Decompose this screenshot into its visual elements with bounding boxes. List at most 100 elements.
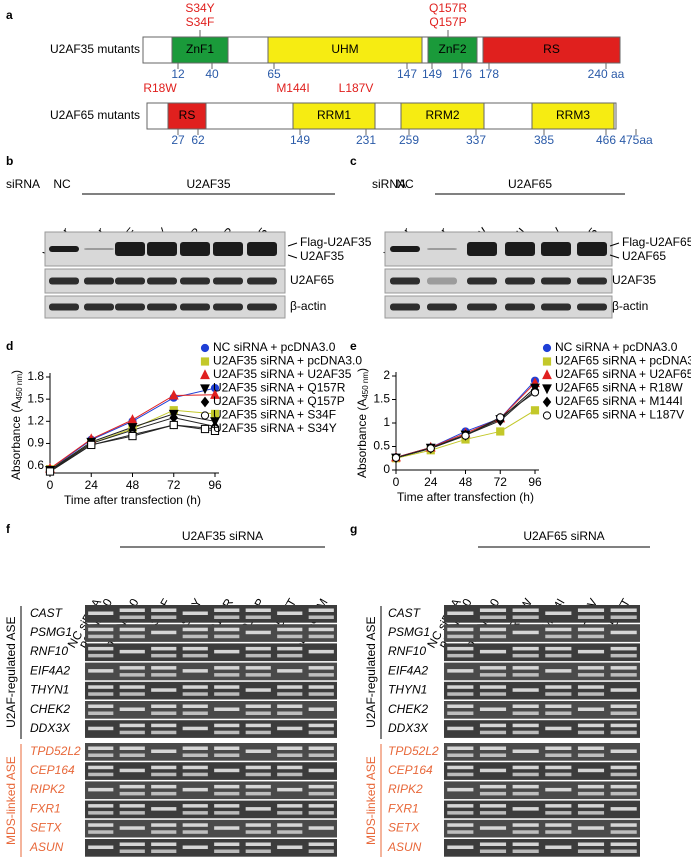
gel-band bbox=[119, 707, 145, 711]
gel-band bbox=[308, 615, 334, 619]
y-tick-label: 1.5 bbox=[373, 392, 390, 406]
gel-band bbox=[88, 653, 114, 658]
gel-band bbox=[479, 730, 507, 735]
panel-letter: d bbox=[6, 339, 13, 353]
gel-band bbox=[545, 787, 572, 792]
gel-band bbox=[214, 842, 240, 846]
gel-band bbox=[577, 753, 605, 757]
gel-band bbox=[447, 627, 474, 632]
gel-band bbox=[577, 692, 605, 696]
band bbox=[147, 303, 177, 311]
gel-band bbox=[182, 772, 208, 777]
gel-band bbox=[479, 826, 507, 830]
gel-band bbox=[245, 791, 271, 796]
mutation-label: Q157P bbox=[429, 15, 466, 29]
gel-band bbox=[88, 811, 114, 815]
gel-band bbox=[214, 673, 240, 677]
gel-band bbox=[308, 746, 334, 750]
gel-band bbox=[182, 634, 208, 639]
gene-label: EIF4A2 bbox=[388, 663, 428, 677]
gel-row bbox=[85, 720, 337, 738]
sirna-label: siRNA bbox=[372, 177, 406, 191]
gel-band bbox=[182, 830, 208, 834]
mutation-label: R18W bbox=[143, 81, 177, 95]
gel-band bbox=[512, 807, 539, 811]
gel-band bbox=[577, 804, 605, 808]
band bbox=[180, 242, 210, 256]
gene-label: FXR1 bbox=[30, 801, 61, 815]
legend-marker bbox=[200, 369, 210, 380]
gel-band bbox=[447, 845, 474, 849]
data-point bbox=[210, 389, 220, 399]
gel-band bbox=[545, 653, 572, 658]
band bbox=[505, 277, 535, 285]
x-axis-label: Time after transfection (h) bbox=[397, 490, 534, 504]
gel-band bbox=[610, 666, 637, 670]
gel-band bbox=[512, 704, 539, 708]
gel-band bbox=[512, 730, 539, 735]
gene-label: ASUN bbox=[29, 840, 64, 854]
gel-band bbox=[577, 811, 605, 815]
gene-label: RNF10 bbox=[30, 644, 68, 658]
gel-band bbox=[214, 723, 240, 728]
gel-band bbox=[308, 753, 334, 757]
gel-band bbox=[245, 673, 271, 677]
y-axis-label-end: ) bbox=[355, 368, 369, 372]
x-tick-label: 48 bbox=[126, 478, 140, 492]
gel-band bbox=[512, 723, 539, 728]
gene-label: THYN1 bbox=[388, 683, 427, 697]
legend-label: U2AF65 siRNA + M144I bbox=[555, 394, 683, 408]
blot-pointer bbox=[287, 242, 298, 259]
gel-band bbox=[610, 830, 637, 834]
band bbox=[577, 242, 607, 256]
gel-band bbox=[545, 711, 572, 715]
gel-band bbox=[182, 685, 208, 689]
gel-band bbox=[119, 666, 145, 670]
y-axis-label-end: ) bbox=[9, 370, 23, 374]
band bbox=[577, 303, 607, 311]
gel-band bbox=[151, 823, 177, 827]
legend-label: U2AF35 siRNA + pcDNA3.0 bbox=[213, 354, 362, 368]
x-tick-label: 24 bbox=[424, 475, 438, 489]
group-label: MDS-linked ASE bbox=[364, 756, 378, 845]
gel-band bbox=[610, 646, 637, 651]
series-line bbox=[395, 392, 536, 459]
gel-band bbox=[214, 685, 240, 689]
gel-band bbox=[577, 707, 605, 711]
gel-band bbox=[512, 646, 539, 651]
gel-band bbox=[545, 804, 572, 808]
legend-marker bbox=[542, 396, 552, 408]
gel-band bbox=[119, 615, 145, 619]
position-label: 149 bbox=[422, 67, 442, 81]
band bbox=[467, 277, 497, 285]
gel-row bbox=[85, 839, 337, 857]
domain-label: ZnF1 bbox=[186, 42, 214, 56]
data-point bbox=[169, 420, 178, 430]
protein-label: U2AF35 mutants bbox=[50, 42, 140, 56]
band bbox=[180, 277, 210, 285]
gene-label: THYN1 bbox=[30, 683, 69, 697]
gel-band bbox=[119, 608, 145, 612]
band bbox=[247, 277, 277, 285]
data-point bbox=[210, 426, 220, 436]
gel-band bbox=[151, 730, 177, 735]
gel-band bbox=[119, 634, 145, 639]
gel-band bbox=[577, 849, 605, 853]
gel-band bbox=[308, 673, 334, 677]
band bbox=[115, 303, 145, 311]
gel-band bbox=[245, 772, 271, 777]
band bbox=[213, 303, 243, 311]
gel-band bbox=[577, 673, 605, 677]
gel-band bbox=[182, 692, 208, 696]
band bbox=[247, 303, 277, 311]
gel-band bbox=[512, 608, 539, 612]
gene-label: RIPK2 bbox=[30, 782, 65, 796]
gel-band bbox=[610, 730, 637, 735]
legend-label: U2AF35 siRNA + S34Y bbox=[213, 421, 337, 435]
gel-band bbox=[245, 830, 271, 834]
legend-label: U2AF35 siRNA + U2AF35 bbox=[213, 367, 352, 381]
gel-band bbox=[447, 804, 474, 808]
blot bbox=[384, 231, 613, 267]
gel-band bbox=[577, 746, 605, 750]
gel-band bbox=[479, 746, 507, 750]
